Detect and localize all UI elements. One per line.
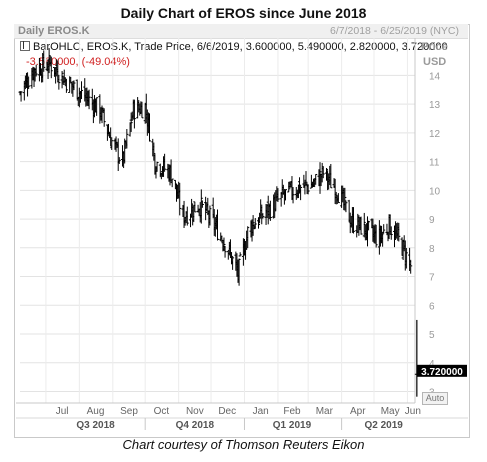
x-tick-label: Mar <box>316 406 334 417</box>
y-tick-label: 10 <box>429 186 441 197</box>
quarter-label: Q2 2019 <box>365 420 404 431</box>
legend-ohlc: BarOHLC, EROS.K, Trade Price, 6/6/2019, … <box>20 41 448 53</box>
quarter-label: Q3 2018 <box>76 420 115 431</box>
quarter-label: Q1 2019 <box>273 420 312 431</box>
y-tick-label: 5 <box>429 330 435 341</box>
chart-caption: Chart courtesy of Thomson Reuters Eikon <box>122 437 365 452</box>
x-tick-label: Oct <box>154 406 170 417</box>
x-tick-label: Sep <box>120 406 138 417</box>
x-tick-label: Jul <box>56 406 69 417</box>
y-tick-label: 14 <box>429 71 441 82</box>
currency-axis-title: USD <box>423 56 447 68</box>
legend-change: -3.580000, (-49.04%) <box>26 56 130 68</box>
x-tick-label: May <box>381 406 400 417</box>
symbol-label: Daily EROS.K <box>18 25 90 37</box>
y-tick-label: 6 <box>429 301 435 312</box>
x-tick-label: Dec <box>218 406 236 417</box>
legend-ohlc-text: BarOHLC, EROS.K, Trade Price, 6/6/2019, … <box>33 41 448 53</box>
auto-scale-button[interactable]: Auto <box>422 392 448 405</box>
last-price-tag <box>417 364 467 377</box>
x-tick-label: Jun <box>405 406 421 417</box>
y-tick-label: 4 <box>429 359 435 370</box>
quarter-label: Q4 2018 <box>176 420 215 431</box>
price-axis-title: Price <box>421 41 448 53</box>
x-tick-label: Aug <box>87 406 105 417</box>
y-tick-label: 9 <box>429 215 435 226</box>
y-tick-label: 12 <box>429 129 441 140</box>
x-tick-label: Feb <box>283 406 301 417</box>
chart-header-bar <box>14 24 468 39</box>
y-tick-label: 13 <box>429 100 441 111</box>
date-range-label: 6/7/2018 - 6/25/2019 (NYC) <box>330 25 459 37</box>
ohlc-bar-icon <box>20 41 30 52</box>
y-tick-label: 7 <box>429 273 435 284</box>
chart-title: Daily Chart of EROS since June 2018 <box>120 5 367 21</box>
x-tick-label: Jan <box>253 406 269 417</box>
x-tick-label: Apr <box>350 406 366 417</box>
last-price-label: 3.720000 <box>421 367 463 378</box>
x-tick-label: Nov <box>186 406 204 417</box>
y-tick-label: 8 <box>429 244 435 255</box>
y-tick-label: 11 <box>429 158 440 169</box>
